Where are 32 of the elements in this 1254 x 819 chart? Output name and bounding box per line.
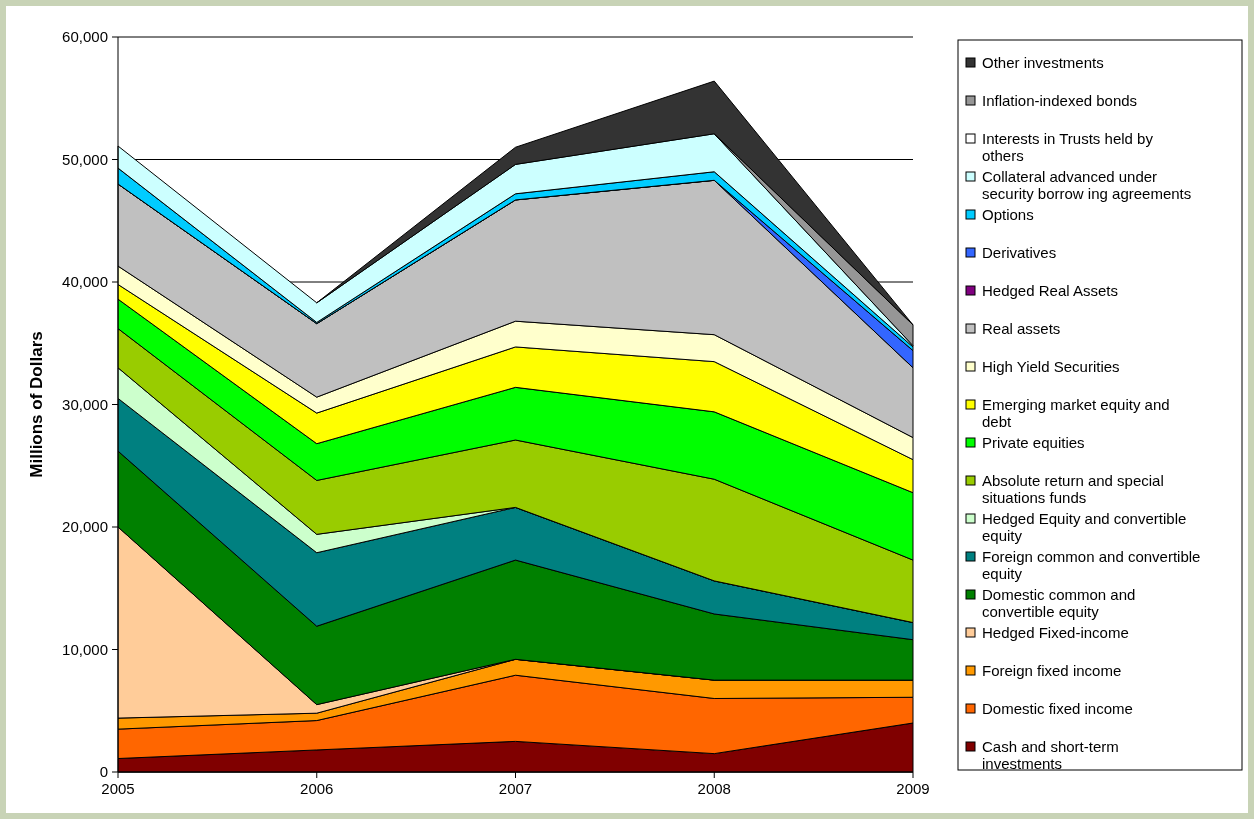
y-tick-label: 0 xyxy=(99,763,108,780)
x-tick-label: 2008 xyxy=(697,780,731,797)
legend-label: Cash and short-term investments xyxy=(982,738,1119,772)
y-tick-label: 20,000 xyxy=(62,518,108,535)
x-tick-label: 2005 xyxy=(101,780,135,797)
legend-label: Collateral advanced under security borrow ing agreements xyxy=(982,168,1192,202)
legend-label: Emerging market equity and debt xyxy=(982,396,1170,430)
legend-label: Domestic common and convertible equity xyxy=(982,586,1136,620)
y-tick-label: 50,000 xyxy=(62,150,108,168)
legend-label: Other investments xyxy=(982,54,1104,71)
legend-label: Domestic fixed income xyxy=(982,700,1133,717)
legend-label: Hedged Real Assets xyxy=(982,282,1118,299)
legend-label: Hedged Fixed-income xyxy=(982,624,1129,641)
y-tick-label: 60,000 xyxy=(62,28,108,45)
x-tick-label: 2006 xyxy=(300,780,334,797)
legend-label: Real assets xyxy=(982,320,1061,337)
legend-label: Inflation-indexed bonds xyxy=(982,92,1138,109)
legend-label: High Yield Securities xyxy=(982,358,1120,375)
x-tick-label: 2007 xyxy=(498,780,533,797)
legend-label: Interests in Trusts held by others xyxy=(982,130,1154,164)
legend-label: Foreign common and convertible equity xyxy=(982,548,1201,582)
legend-label: Hedged Equity and convertible equity xyxy=(982,510,1187,544)
legend-label: Options xyxy=(982,206,1034,223)
legend-label: Derivatives xyxy=(982,244,1057,261)
y-tick-label: 10,000 xyxy=(62,640,108,658)
legend-label: Absolute return and special situations funds xyxy=(982,472,1164,506)
legend-label: Foreign fixed income xyxy=(982,662,1122,679)
y-tick-label: 40,000 xyxy=(62,273,108,290)
y-axis-title: Millions of Dollars xyxy=(27,331,46,478)
x-tick-label: 2009 xyxy=(896,780,930,797)
y-tick-label: 30,000 xyxy=(62,395,108,413)
legend-label: Private equities xyxy=(982,434,1085,451)
